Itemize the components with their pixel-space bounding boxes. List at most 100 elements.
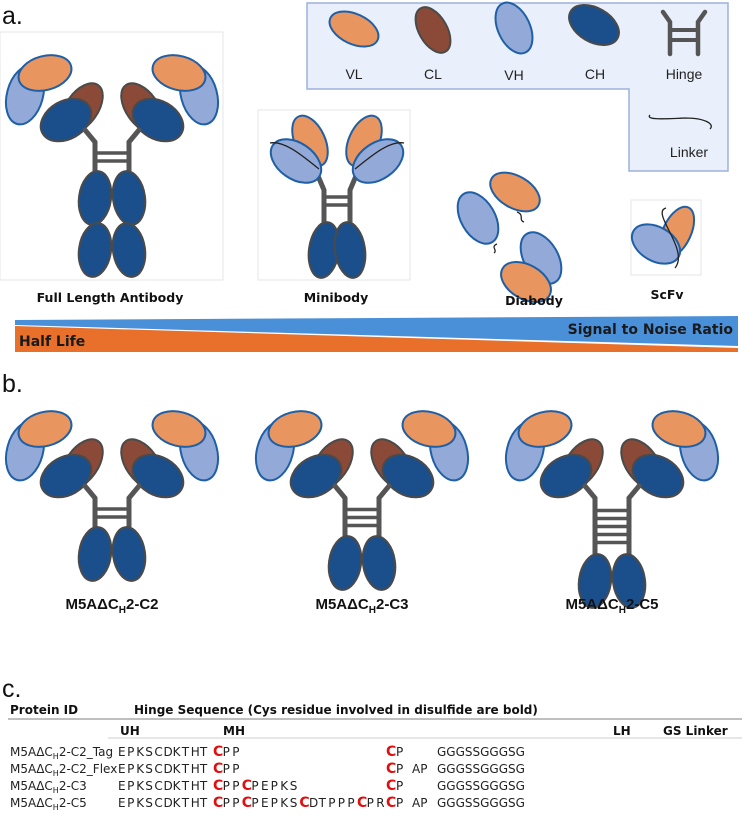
minibody-frame [257, 109, 411, 281]
protein-id-subscript: H [53, 769, 59, 778]
residue: K [136, 745, 145, 759]
residue: C [154, 762, 162, 776]
residue: P [232, 796, 239, 810]
cysteine-residue: C [386, 761, 396, 777]
ch1-domain-right [131, 453, 185, 499]
protein-id-suffix: 2-C2_Tag [59, 745, 113, 759]
vh-domain-left [269, 138, 323, 184]
variant-label-suffix: 2-C2 [126, 596, 159, 613]
protein-id-subscript: H [53, 752, 59, 761]
variant-label: M5AΔCH2-C2 [65, 596, 158, 616]
format-label-scfv: ScFv [650, 287, 683, 302]
residue: K [136, 796, 145, 810]
residue: S [145, 796, 153, 810]
fc-domain-right [111, 222, 147, 278]
hinge-right-chain [347, 173, 359, 231]
residue: S [145, 745, 153, 759]
lower-hinge-cys: CP [386, 761, 403, 777]
residue: E [118, 796, 126, 810]
diabody [456, 171, 563, 303]
hinge-right-chain [126, 127, 142, 175]
vl-domain-right [151, 410, 207, 448]
protein-id-suffix: 2-C5 [59, 796, 87, 810]
ch1-domain-left [539, 453, 593, 499]
legend-label-hinge: Hinge [666, 66, 703, 82]
ch-domain-ellipse [568, 4, 620, 46]
lower-hinge-ap: AP [412, 762, 427, 776]
residue: T [181, 779, 190, 793]
residue: D [164, 745, 173, 759]
vl-domain-top [489, 171, 541, 213]
cysteine-residue: C [213, 744, 223, 760]
hinge-left-chain [332, 483, 348, 540]
cysteine-residue: C [299, 795, 309, 811]
residue: C [154, 796, 162, 810]
middle-hinge-sequence: CP P CP E P K S CDT P P P CP R [213, 795, 385, 811]
residue: P [232, 779, 239, 793]
residue: S [145, 762, 153, 776]
protein-id: M5AΔCH2-C5 [10, 796, 87, 812]
table-row: M5AΔCH2-C2_Flex E P KSCDKT HT CP P CP AP GGGSSGGG… [10, 761, 525, 778]
hinge [82, 483, 142, 531]
upper-hinge-sequence: E P KSCDKT HT [118, 779, 208, 793]
fc-domain-right [111, 526, 147, 582]
legend-label-ch: CH [585, 66, 605, 82]
ch3-domain-right [333, 221, 367, 279]
residue: S [145, 779, 153, 793]
table-header-protein-id: Protein ID [10, 703, 78, 717]
residue: S [290, 779, 298, 793]
vl-domain-left [17, 54, 73, 92]
residue: D [164, 779, 173, 793]
protein-id-suffix: 2-C2_Flex [59, 762, 118, 776]
residue: E [261, 779, 269, 793]
residue: P [328, 796, 335, 810]
protein-id-subscript: H [53, 803, 59, 812]
residue: P [127, 745, 134, 759]
protein-id-prefix: M5AΔC [10, 762, 53, 776]
tradeoff-gradient-bar: Half Life Signal to Noise Ratio [15, 316, 738, 352]
upper-hinge-sequence: E P KSCDKT HT [118, 762, 208, 776]
protein-id-prefix: M5AΔC [10, 796, 53, 810]
residue: P [338, 796, 345, 810]
residue: E [118, 779, 126, 793]
format-label-full-length: Full Length Antibody [37, 290, 184, 305]
vl-domain-left [17, 410, 73, 448]
residue: P [367, 796, 374, 810]
lower-hinge-cys: CP [386, 778, 403, 794]
gs-linker-sequence: GGGSSGGGSG [437, 762, 525, 776]
residue: P [223, 779, 230, 793]
hinge-left-chain [582, 483, 598, 558]
residue: K [280, 796, 289, 810]
hinge-right-chain [626, 483, 642, 558]
variant-label-prefix: M5AΔC [565, 596, 618, 613]
residue: K [173, 796, 182, 810]
residue: P [396, 762, 403, 776]
full-length-antibody [4, 54, 220, 278]
middle-hinge-sequence: CP P [213, 744, 239, 760]
residue: T [181, 762, 190, 776]
protein-id-subscript: H [53, 786, 59, 795]
protein-id: M5AΔCH2-C2_Tag [10, 745, 113, 761]
fc-domain-left [77, 222, 113, 278]
subheader-lh: LH [613, 724, 631, 738]
subheader-mh: MH [223, 724, 245, 738]
vh-domain-left [456, 191, 500, 245]
residue: K [136, 779, 145, 793]
panel-label-c: c. [2, 675, 21, 703]
vl-domain-left [517, 410, 573, 448]
variant-label-prefix: M5AΔC [65, 596, 118, 613]
fc-domain-left [77, 170, 113, 226]
protein-id-prefix: M5AΔC [10, 779, 53, 793]
cysteine-residue: C [386, 795, 396, 811]
ch1-domain-left [289, 453, 343, 499]
residue: P [396, 796, 403, 810]
residue: D [309, 796, 318, 810]
hinge-sequence-table: Protein ID Hinge Sequence (Cys residue i… [8, 703, 742, 812]
residue: E [118, 745, 126, 759]
residue: P [127, 779, 134, 793]
residue: T [181, 745, 190, 759]
signal-to-noise-wedge [15, 316, 738, 346]
residue: T [199, 779, 208, 793]
residue: K [280, 779, 289, 793]
legend: VL CL VH CH Hinge Linker [306, 1, 729, 172]
